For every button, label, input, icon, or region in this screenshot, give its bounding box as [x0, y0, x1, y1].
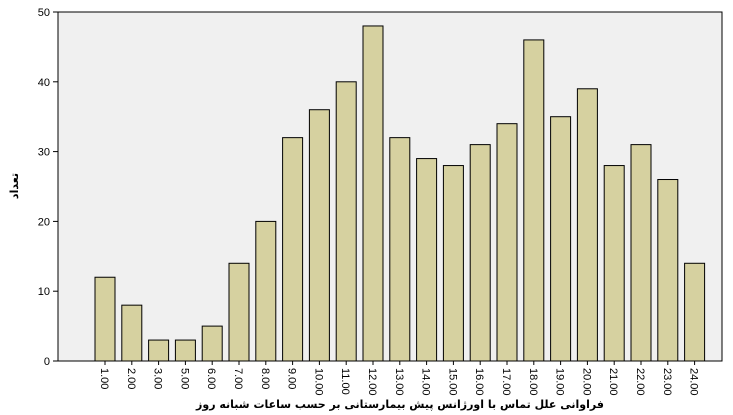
bar-10.00	[308, 109, 330, 362]
x-axis-title: فراوانی علل تماس با اورژانس پیش بیمارستا…	[195, 398, 604, 411]
bar-16.00	[469, 144, 491, 362]
x-tick-label: 19.00	[554, 368, 566, 396]
x-tick-label: 16.00	[473, 368, 485, 396]
bar-18.00	[523, 39, 545, 362]
bar-7.00	[228, 262, 250, 362]
x-tick-label: 24.00	[688, 368, 700, 396]
y-axis-title: تعداد	[8, 173, 21, 199]
bar-14.00	[416, 158, 438, 362]
bar-24.00	[684, 262, 706, 362]
x-tick-label: 3.00	[152, 368, 164, 389]
x-tick-label: 15.00	[446, 368, 458, 396]
bar-9.00	[282, 137, 304, 362]
bar-22.00	[630, 144, 652, 362]
x-tick-label: 10.00	[312, 368, 324, 396]
bar-23.00	[657, 179, 679, 362]
y-tick-label: 0	[44, 356, 50, 368]
bar-21.00	[603, 165, 625, 362]
bar-20.00	[576, 88, 598, 362]
bar-17.00	[496, 123, 518, 362]
y-tick-label: 50	[38, 7, 50, 19]
x-tick-label: 21.00	[607, 368, 619, 396]
x-tick-label: 17.00	[500, 368, 512, 396]
y-tick-label: 30	[38, 147, 50, 159]
x-tick-label: 8.00	[259, 368, 271, 389]
bar-11.00	[335, 81, 357, 362]
bar-19.00	[550, 116, 572, 362]
bar-2.00	[121, 304, 143, 362]
bar-1.00	[94, 276, 116, 362]
bar-6.00	[201, 325, 223, 362]
bar-15.00	[442, 165, 464, 362]
x-tick-label: 23.00	[661, 368, 673, 396]
x-tick-label: 14.00	[420, 368, 432, 396]
bar-5.00	[174, 339, 196, 362]
bars-group	[94, 25, 706, 362]
y-axis: 0 10 20 30 40 50	[38, 7, 58, 368]
x-tick-label: 18.00	[527, 368, 539, 396]
x-tick-label: 1.00	[98, 368, 110, 389]
x-tick-label: 12.00	[366, 368, 378, 396]
bar-8.00	[255, 220, 277, 362]
y-tick-label: 40	[38, 77, 50, 89]
x-tick-label: 9.00	[286, 368, 298, 389]
x-tick-label: 7.00	[232, 368, 244, 389]
y-tick-label: 10	[38, 286, 50, 298]
bar-3.00	[148, 339, 170, 362]
x-tick-label: 13.00	[393, 368, 405, 396]
x-tick-label: 11.00	[339, 368, 351, 395]
x-tick-label: 20.00	[580, 368, 592, 396]
x-tick-label: 22.00	[634, 368, 646, 396]
x-axis: 1.00 2.00 3.00 5.00 6.00 7.00 8.00 9.00 10.00 11.…	[98, 361, 700, 396]
y-tick-label: 20	[38, 216, 50, 228]
x-tick-label: 6.00	[205, 368, 217, 389]
x-tick-label: 5.00	[178, 368, 190, 389]
bar-13.00	[389, 137, 411, 362]
x-tick-label: 2.00	[125, 368, 137, 389]
bar-12.00	[362, 25, 384, 362]
